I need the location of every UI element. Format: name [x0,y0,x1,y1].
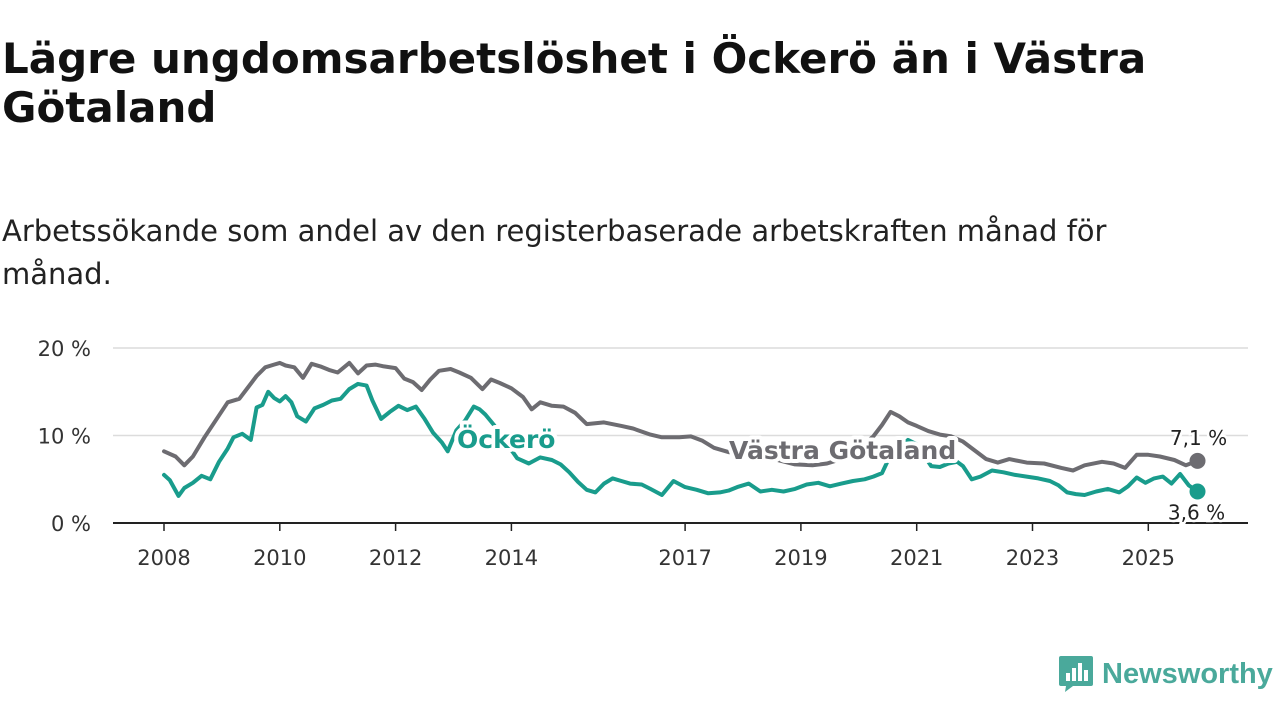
line-chart: 0 % 10 % 20 % 2008 2010 2012 2014 2017 2019 2021… [38,337,1248,570]
x-tick-label: 2025 [1122,546,1175,570]
x-axis-ticks: 2008 2010 2012 2014 2017 2019 2021 2023 2025 [137,523,1175,570]
end-value-label-vastra-gotaland: 7,1 % [1170,426,1227,450]
brand-name: Newsworthy [1102,657,1273,690]
chart-title: Lägre ungdomsarbetslöshet i Öckerö än i … [2,34,1147,132]
series-line [162,381,1200,498]
series-end-point [1189,452,1206,469]
x-tick-label: 2012 [369,546,422,570]
x-tick-label: 2019 [774,546,827,570]
series-lines [162,360,1206,500]
series-line [162,360,1200,473]
oeckeroe-label-halo: Öckerö [457,424,556,454]
y-tick-label: 0 % [51,512,91,536]
brand-logo: Newsworthy [1058,654,1273,694]
newsworthy-logo-icon [1059,656,1093,692]
x-tick-label: 2021 [890,546,943,570]
end-value-label-oeckeroe: 3,6 % [1168,501,1225,525]
x-tick-label: 2014 [485,546,538,570]
oeckeroe-label-text: Öckerö [457,424,556,454]
chart-subtitle: Arbetssökande som andel av den registerb… [2,214,1107,291]
y-axis-ticks: 0 % 10 % 20 % [38,337,91,536]
x-tick-label: 2017 [658,546,711,570]
x-tick-label: 2008 [137,546,190,570]
vastra-gotaland-label-halo: Västra Götaland [729,436,956,465]
vastra-gotaland-label-text: Västra Götaland [729,436,956,465]
y-tick-label: 10 % [38,425,91,449]
y-tick-label: 20 % [38,337,91,361]
x-tick-label: 2023 [1006,546,1059,570]
series-end-point [1189,483,1206,500]
x-tick-label: 2010 [253,546,306,570]
